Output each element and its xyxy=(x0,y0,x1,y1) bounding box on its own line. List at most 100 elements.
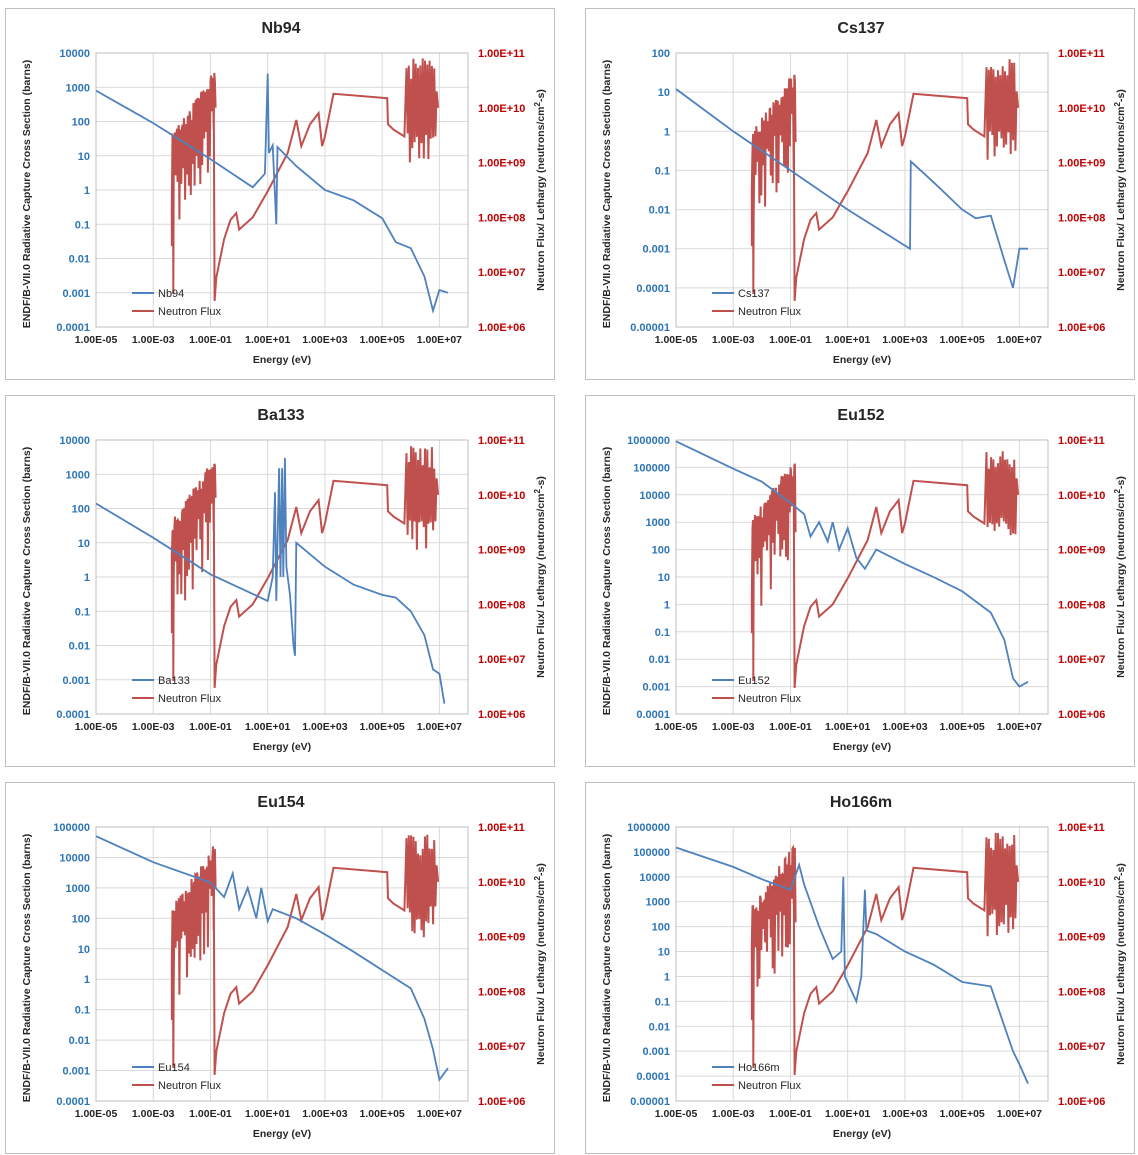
x-tick-label: 1.00E+05 xyxy=(360,1108,405,1120)
y-tick-label: 100 xyxy=(652,545,670,557)
x-tick-label: 1.00E-03 xyxy=(712,721,755,733)
x-axis-label: Energy (eV) xyxy=(253,741,311,753)
y2-tick-label: 1.00E+09 xyxy=(478,545,525,557)
y2-label-superscript: 2 xyxy=(1113,101,1122,106)
y-tick-label: 0.001 xyxy=(642,1046,670,1058)
y-tick-label: 1 xyxy=(664,126,670,138)
y-tick-label: 0.01 xyxy=(649,205,670,217)
series-neutron-flux-line xyxy=(750,451,1020,688)
y2-label-part: -s) xyxy=(1115,863,1127,876)
y2-label-superscript: 2 xyxy=(533,875,542,880)
y2-tick-label: 1.00E+08 xyxy=(478,599,525,611)
x-tick-label: 1.00E-01 xyxy=(189,334,232,346)
x-tick-label: 1.00E+07 xyxy=(997,334,1042,346)
chart-svg: Ba133 0.0001 0.001 0.01 0.1 1 10 100 1000 10000 1.… xyxy=(21,407,547,753)
chart-svg: Eu154 0.0001 0.001 0.01 0.1 1 10 100 1000 10000 10… xyxy=(21,794,547,1140)
series-neutron-flux-line xyxy=(170,834,440,1075)
legend-label-flux: Neutron Flux xyxy=(158,1080,221,1092)
x-tick-label: 1.00E-01 xyxy=(769,1108,812,1120)
y2-tick-label: 1.00E+06 xyxy=(478,709,525,721)
x-tick-label: 1.00E-05 xyxy=(75,334,118,346)
x-tick-label: 1.00E+01 xyxy=(245,334,290,346)
y2-label-part: -s) xyxy=(535,863,547,876)
y-tick-label: 10000 xyxy=(639,872,670,884)
y-axis-label: ENDF/B-VII.0 Radiative Capture Cross Sec… xyxy=(21,60,33,328)
y2-tick-label: 1.00E+09 xyxy=(1058,158,1105,170)
y2-tick-label: 1.00E+10 xyxy=(478,877,525,889)
x-tick-label: 1.00E+03 xyxy=(882,721,927,733)
x-tick-label: 1.00E-01 xyxy=(189,721,232,733)
x-tick-label: 1.00E+05 xyxy=(940,721,985,733)
x-tick-label: 1.00E+03 xyxy=(302,1108,347,1120)
x-tick-label: 1.00E+01 xyxy=(245,721,290,733)
legend-label-cross-section: Eu152 xyxy=(738,675,770,687)
x-tick-label: 1.00E+07 xyxy=(997,1108,1042,1120)
y-tick-label: 0.001 xyxy=(642,682,670,694)
y-tick-label: 1 xyxy=(664,971,670,983)
y2-label-part: Neutron Flux/ Lethargy (neutrons/cm xyxy=(535,880,547,1064)
chart-panel-eu152: Eu152 0.0001 0.001 0.01 0.1 1 10 100 1000 10000 10… xyxy=(585,395,1135,767)
series-ho166m-line xyxy=(675,846,1029,1084)
x-tick-label: 1.00E+07 xyxy=(417,721,462,733)
x-tick-label: 1.00E+01 xyxy=(825,721,870,733)
y2-tick-label: 1.00E+08 xyxy=(1058,599,1105,611)
y2-label-part: Neutron Flux/ Lethargy (neutrons/cm xyxy=(1115,880,1127,1064)
y2-axis-label: Neutron Flux/ Lethargy (neutrons/cm2-s) xyxy=(533,89,547,291)
x-axis-label: Energy (eV) xyxy=(833,1128,891,1140)
y-tick-label: 10000 xyxy=(59,48,90,60)
legend-label-flux: Neutron Flux xyxy=(738,693,801,705)
chart-panel-nb94: Nb94 0.0001 0.001 0.01 0.1 1 10 100 1000 10000 1.0… xyxy=(5,8,555,380)
y2-label-part: Neutron Flux/ Lethargy (neutrons/cm xyxy=(1115,106,1127,290)
y2-tick-label: 1.00E+11 xyxy=(1058,435,1105,447)
y2-tick-label: 1.00E+09 xyxy=(478,158,525,170)
y2-label-part: Neutron Flux/ Lethargy (neutrons/cm xyxy=(1115,493,1127,677)
y-tick-label: 100000 xyxy=(633,847,670,859)
x-tick-label: 1.00E+01 xyxy=(825,334,870,346)
y2-tick-label: 1.00E+10 xyxy=(478,490,525,502)
y2-tick-label: 1.00E+10 xyxy=(1058,490,1105,502)
plot-area xyxy=(95,52,469,328)
x-tick-label: 1.00E+03 xyxy=(882,1108,927,1120)
y-tick-label: 0.001 xyxy=(62,675,90,687)
y2-axis-label: Neutron Flux/ Lethargy (neutrons/cm2-s) xyxy=(533,476,547,678)
y-tick-label: 100 xyxy=(652,48,670,60)
chart-title: Eu154 xyxy=(257,794,304,811)
y-tick-label: 1000 xyxy=(646,897,670,909)
y-tick-label: 0.1 xyxy=(655,627,670,639)
x-tick-label: 1.00E+05 xyxy=(940,1108,985,1120)
y2-tick-label: 1.00E+06 xyxy=(478,322,525,334)
x-tick-label: 1.00E-05 xyxy=(75,721,118,733)
y-tick-label: 0.1 xyxy=(655,996,670,1008)
y-tick-label: 0.001 xyxy=(62,288,90,300)
series-neutron-flux-line xyxy=(750,59,1020,301)
chart-svg: Nb94 0.0001 0.001 0.01 0.1 1 10 100 1000 10000 1.0… xyxy=(21,20,547,366)
y2-axis-label: Neutron Flux/ Lethargy (neutrons/cm2-s) xyxy=(1113,476,1127,678)
y-tick-label: 10 xyxy=(78,538,90,550)
plot-area xyxy=(95,826,469,1102)
y2-label-part: -s) xyxy=(535,89,547,102)
y-tick-label: 0.0001 xyxy=(56,709,90,721)
legend-label-flux: Neutron Flux xyxy=(158,306,221,318)
y2-tick-label: 1.00E+06 xyxy=(1058,1096,1105,1108)
x-tick-label: 1.00E-05 xyxy=(655,721,698,733)
y-tick-label: 0.1 xyxy=(75,1005,90,1017)
plot-area xyxy=(675,826,1049,1102)
y2-label-part: -s) xyxy=(1115,89,1127,102)
y-tick-label: 100 xyxy=(72,117,90,129)
y2-label-part: -s) xyxy=(535,476,547,489)
y2-tick-label: 1.00E+08 xyxy=(478,212,525,224)
x-tick-label: 1.00E+01 xyxy=(825,1108,870,1120)
y-tick-label: 0.0001 xyxy=(636,283,670,295)
x-tick-label: 1.00E-01 xyxy=(769,721,812,733)
y2-axis-label: Neutron Flux/ Lethargy (neutrons/cm2-s) xyxy=(1113,89,1127,291)
y2-tick-label: 1.00E+11 xyxy=(478,822,525,834)
y-axis-label: ENDF/B-VII.0 Radiative Capture Cross Sec… xyxy=(601,834,613,1102)
y-tick-label: 10 xyxy=(658,947,670,959)
y-tick-label: 0.1 xyxy=(75,606,90,618)
legend-label-cross-section: Ho166m xyxy=(738,1062,780,1074)
y-tick-label: 0.001 xyxy=(62,1066,90,1078)
x-tick-label: 1.00E+07 xyxy=(417,1108,462,1120)
y-tick-label: 1000 xyxy=(66,469,90,481)
chart-panel-eu154: Eu154 0.0001 0.001 0.01 0.1 1 10 100 1000 10000 10… xyxy=(5,782,555,1154)
plot-area xyxy=(95,439,469,715)
